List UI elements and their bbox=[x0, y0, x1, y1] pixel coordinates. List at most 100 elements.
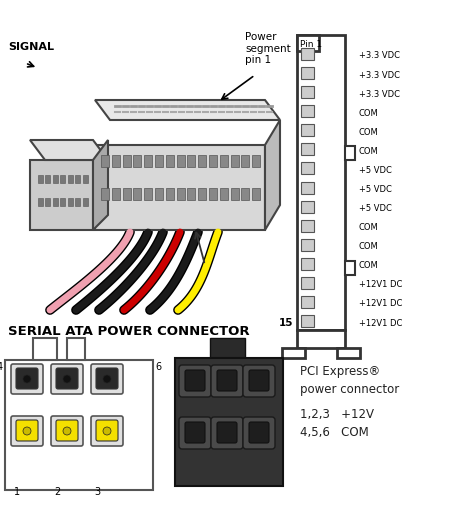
Polygon shape bbox=[177, 188, 184, 200]
Polygon shape bbox=[209, 188, 217, 200]
Polygon shape bbox=[220, 155, 228, 167]
Polygon shape bbox=[301, 220, 314, 232]
Circle shape bbox=[63, 375, 71, 383]
Polygon shape bbox=[101, 155, 109, 167]
FancyBboxPatch shape bbox=[217, 422, 237, 443]
Polygon shape bbox=[345, 261, 355, 275]
FancyBboxPatch shape bbox=[51, 364, 83, 394]
FancyBboxPatch shape bbox=[211, 417, 243, 449]
Polygon shape bbox=[220, 188, 228, 200]
Polygon shape bbox=[75, 175, 81, 183]
Polygon shape bbox=[301, 105, 314, 117]
Polygon shape bbox=[297, 35, 345, 330]
FancyBboxPatch shape bbox=[243, 417, 275, 449]
Text: +12V1 DC: +12V1 DC bbox=[359, 299, 402, 308]
Circle shape bbox=[103, 375, 111, 383]
FancyBboxPatch shape bbox=[217, 370, 237, 391]
FancyBboxPatch shape bbox=[91, 416, 123, 446]
Polygon shape bbox=[144, 188, 152, 200]
Polygon shape bbox=[5, 360, 153, 490]
Polygon shape bbox=[297, 330, 345, 348]
Polygon shape bbox=[252, 155, 260, 167]
Polygon shape bbox=[123, 155, 131, 167]
Polygon shape bbox=[198, 188, 206, 200]
Polygon shape bbox=[297, 35, 319, 51]
FancyBboxPatch shape bbox=[11, 416, 43, 446]
Polygon shape bbox=[210, 338, 245, 358]
Polygon shape bbox=[175, 358, 283, 486]
Polygon shape bbox=[187, 155, 195, 167]
Polygon shape bbox=[30, 140, 108, 160]
Polygon shape bbox=[38, 175, 43, 183]
Polygon shape bbox=[112, 188, 120, 200]
Circle shape bbox=[23, 427, 31, 435]
Text: 4: 4 bbox=[0, 362, 3, 372]
Polygon shape bbox=[301, 143, 314, 155]
Polygon shape bbox=[95, 100, 280, 120]
Polygon shape bbox=[53, 175, 58, 183]
Polygon shape bbox=[101, 188, 109, 200]
Text: Power
segment
pin 1: Power segment pin 1 bbox=[245, 32, 291, 65]
Polygon shape bbox=[123, 188, 131, 200]
Polygon shape bbox=[301, 200, 314, 212]
Polygon shape bbox=[38, 198, 43, 206]
FancyBboxPatch shape bbox=[56, 368, 78, 389]
Polygon shape bbox=[265, 120, 280, 230]
FancyBboxPatch shape bbox=[16, 420, 38, 441]
Polygon shape bbox=[93, 140, 108, 230]
Text: +3.3 VDC: +3.3 VDC bbox=[359, 51, 400, 61]
Circle shape bbox=[63, 427, 71, 435]
FancyBboxPatch shape bbox=[91, 364, 123, 394]
Polygon shape bbox=[144, 155, 152, 167]
Polygon shape bbox=[83, 198, 88, 206]
Polygon shape bbox=[155, 188, 163, 200]
Polygon shape bbox=[67, 338, 85, 360]
Polygon shape bbox=[46, 175, 51, 183]
Polygon shape bbox=[133, 155, 141, 167]
Text: SERIAL ATA POWER CONNECTOR: SERIAL ATA POWER CONNECTOR bbox=[8, 325, 250, 338]
Text: 1: 1 bbox=[14, 487, 20, 497]
Polygon shape bbox=[301, 239, 314, 251]
Text: +12V1 DC: +12V1 DC bbox=[359, 319, 402, 327]
Polygon shape bbox=[95, 145, 265, 230]
FancyBboxPatch shape bbox=[96, 420, 118, 441]
Polygon shape bbox=[230, 155, 238, 167]
Polygon shape bbox=[337, 348, 360, 358]
Text: +3.3 VDC: +3.3 VDC bbox=[359, 70, 400, 80]
Text: +5 VDC: +5 VDC bbox=[359, 185, 392, 194]
Text: SIGNAL: SIGNAL bbox=[8, 42, 54, 52]
Polygon shape bbox=[301, 124, 314, 136]
Polygon shape bbox=[75, 198, 81, 206]
Text: COM: COM bbox=[359, 128, 379, 137]
FancyBboxPatch shape bbox=[96, 368, 118, 389]
Polygon shape bbox=[198, 155, 206, 167]
Polygon shape bbox=[241, 188, 249, 200]
Polygon shape bbox=[30, 160, 93, 230]
Text: COM: COM bbox=[359, 242, 379, 251]
Polygon shape bbox=[345, 147, 355, 161]
Polygon shape bbox=[53, 198, 58, 206]
Polygon shape bbox=[112, 155, 120, 167]
Polygon shape bbox=[166, 188, 174, 200]
Text: 15: 15 bbox=[279, 318, 293, 328]
Polygon shape bbox=[33, 338, 57, 360]
Text: COM: COM bbox=[359, 223, 379, 232]
Polygon shape bbox=[301, 86, 314, 98]
Polygon shape bbox=[301, 181, 314, 194]
Polygon shape bbox=[46, 198, 51, 206]
Circle shape bbox=[23, 375, 31, 383]
Polygon shape bbox=[301, 258, 314, 270]
FancyBboxPatch shape bbox=[56, 420, 78, 441]
Text: PCI Express®: PCI Express® bbox=[300, 365, 380, 378]
Text: power connector: power connector bbox=[300, 383, 399, 396]
Polygon shape bbox=[301, 296, 314, 308]
Text: +12V1 DC: +12V1 DC bbox=[359, 280, 402, 290]
Text: 4,5,6   COM: 4,5,6 COM bbox=[300, 426, 369, 439]
FancyBboxPatch shape bbox=[249, 370, 269, 391]
Polygon shape bbox=[282, 348, 305, 358]
Text: +5 VDC: +5 VDC bbox=[359, 204, 392, 213]
Polygon shape bbox=[230, 188, 238, 200]
Text: COM: COM bbox=[359, 109, 379, 118]
Text: COM: COM bbox=[359, 147, 379, 156]
FancyBboxPatch shape bbox=[16, 368, 38, 389]
